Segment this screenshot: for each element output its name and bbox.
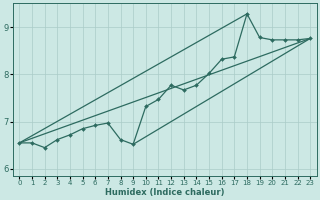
X-axis label: Humidex (Indice chaleur): Humidex (Indice chaleur)	[105, 188, 225, 197]
